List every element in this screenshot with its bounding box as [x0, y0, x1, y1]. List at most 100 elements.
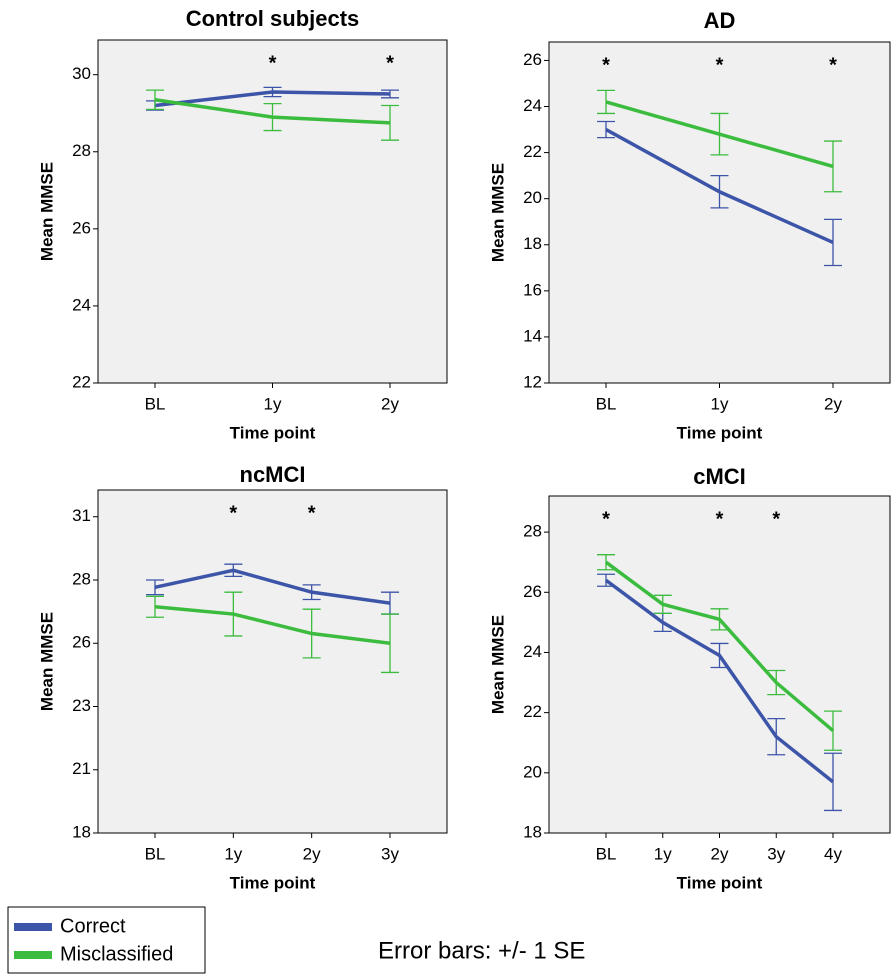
- x-tick-label: 2y: [824, 394, 842, 413]
- x-tick-label: 1y: [711, 394, 729, 413]
- panel-title: AD: [704, 8, 736, 33]
- x-tick-label: 4y: [824, 844, 842, 863]
- significance-mark: *: [308, 502, 316, 524]
- y-tick-label: 23: [72, 696, 91, 715]
- x-tick-label: 1y: [654, 844, 672, 863]
- y-tick-label: 30: [72, 64, 91, 83]
- significance-mark: *: [269, 52, 277, 74]
- error-bar: [597, 554, 615, 571]
- y-tick-label: 24: [72, 295, 91, 314]
- error-bar: [302, 608, 321, 659]
- x-tick-label: 1y: [264, 394, 282, 413]
- x-axis-label: Time point: [677, 873, 763, 892]
- y-tick-label: 18: [72, 822, 91, 841]
- y-axis-label: Mean MMSE: [488, 615, 507, 714]
- error-bar: [710, 174, 729, 209]
- note: Error bars: +/- 1 SE: [378, 937, 585, 964]
- error-bar: [824, 218, 842, 267]
- y-tick-label: 18: [523, 822, 542, 841]
- error-bar: [824, 140, 842, 193]
- y-tick-label: 26: [72, 633, 91, 652]
- significance-mark: *: [229, 502, 237, 524]
- x-tick-label: BL: [596, 394, 617, 413]
- error-bar: [146, 595, 164, 618]
- error-bar: [224, 591, 243, 637]
- x-tick-label: BL: [596, 844, 617, 863]
- y-tick-label: 18: [523, 234, 542, 253]
- legend-swatch: [14, 923, 52, 931]
- y-tick-label: 20: [523, 188, 542, 207]
- y-tick-label: 31: [72, 506, 91, 525]
- y-tick-label: 22: [523, 702, 542, 721]
- y-tick-label: 28: [523, 522, 542, 541]
- legend-label: Misclassified: [60, 943, 173, 965]
- series-line: [154, 568, 391, 605]
- error-bar: [302, 584, 321, 601]
- legend-swatch: [14, 951, 52, 959]
- error-bar: [767, 669, 786, 696]
- significance-mark: *: [772, 508, 780, 530]
- significance-mark: *: [829, 54, 837, 76]
- error-bar: [824, 710, 842, 751]
- significance-mark: *: [716, 508, 724, 530]
- y-axis-label: Mean MMSE: [37, 612, 56, 711]
- significance-mark: *: [386, 52, 394, 74]
- plot-area: [97, 489, 448, 834]
- x-tick-label: 2y: [711, 844, 729, 863]
- error-bar: [381, 613, 399, 674]
- error-bar: [710, 112, 729, 156]
- error-bar: [767, 718, 786, 756]
- y-tick-label: 24: [523, 642, 542, 661]
- error-bar: [224, 563, 243, 578]
- error-bar: [824, 752, 842, 812]
- y-tick-label: 14: [523, 326, 542, 345]
- x-tick-label: 3y: [381, 844, 399, 863]
- y-tick-label: 26: [523, 582, 542, 601]
- error-bar: [146, 579, 164, 596]
- y-axis-label: Mean MMSE: [37, 162, 56, 261]
- error-bar: [381, 104, 399, 141]
- x-tick-label: BL: [145, 844, 166, 863]
- error-bar: [653, 594, 672, 614]
- x-tick-label: 2y: [381, 394, 399, 413]
- legend-box: [7, 906, 206, 974]
- significance-mark: *: [602, 508, 610, 530]
- panel-title: cMCI: [693, 464, 746, 489]
- x-axis-label: Time point: [230, 423, 316, 442]
- x-tick-label: BL: [145, 394, 166, 413]
- panel-title: ncMCI: [240, 462, 306, 487]
- x-tick-label: 1y: [224, 844, 242, 863]
- y-tick-label: 16: [523, 280, 542, 299]
- y-tick-label: 22: [72, 372, 91, 391]
- error-bar: [146, 89, 164, 111]
- x-tick-label: 2y: [303, 844, 321, 863]
- y-tick-label: 28: [72, 569, 91, 588]
- x-tick-label: 3y: [767, 844, 785, 863]
- panel-title: Control subjects: [186, 6, 360, 31]
- y-tick-label: 26: [523, 50, 542, 69]
- error-bar: [710, 608, 729, 631]
- y-tick-label: 26: [72, 218, 91, 237]
- error-bar: [263, 86, 282, 98]
- x-axis-label: Time point: [677, 423, 763, 442]
- y-tick-label: 20: [523, 762, 542, 781]
- y-axis-label: Mean MMSE: [488, 163, 507, 262]
- y-tick-label: 21: [72, 759, 91, 778]
- error-bar: [597, 89, 615, 115]
- error-bar: [597, 573, 615, 587]
- error-bar: [710, 642, 729, 669]
- error-bar: [381, 89, 399, 99]
- y-tick-label: 28: [72, 141, 91, 160]
- significance-mark: *: [602, 54, 610, 76]
- error-bar: [263, 102, 282, 132]
- legend-label: Correct: [60, 915, 126, 937]
- y-tick-label: 24: [523, 96, 542, 115]
- plot-area: [548, 41, 891, 384]
- x-axis-label: Time point: [230, 873, 316, 892]
- y-tick-label: 12: [523, 372, 542, 391]
- y-tick-label: 22: [523, 142, 542, 161]
- error-bar: [597, 120, 615, 139]
- significance-mark: *: [716, 54, 724, 76]
